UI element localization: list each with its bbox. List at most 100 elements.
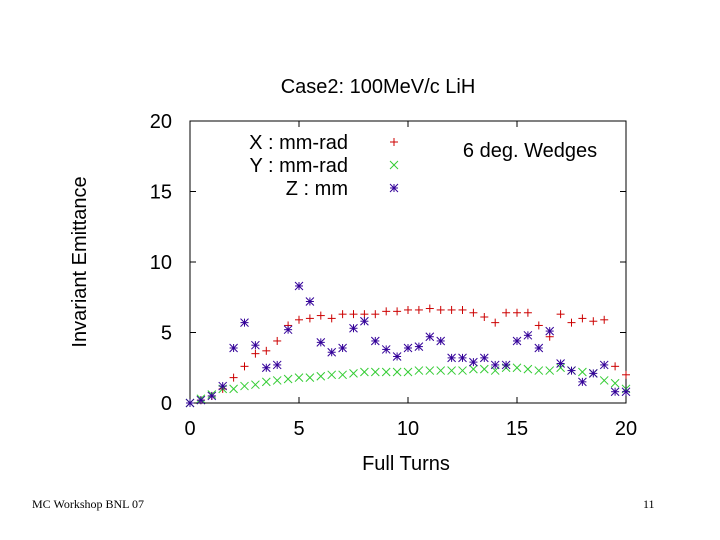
- data-point-cross: [251, 380, 260, 390]
- data-point-cross: [512, 363, 522, 373]
- data-point-cross: [261, 377, 271, 387]
- data-point-plus: [611, 362, 620, 371]
- y-tick-label: 0: [161, 393, 172, 415]
- data-point-plus: [393, 307, 402, 316]
- data-point-cross: [316, 371, 326, 381]
- data-point-plus: [600, 315, 609, 324]
- legend-marker-cross: [389, 160, 399, 170]
- legend-marker-plus: [390, 138, 398, 146]
- x-tick-label: 0: [184, 418, 195, 440]
- data-point-plus: [316, 311, 325, 320]
- data-point-plus: [436, 305, 445, 314]
- data-point-asterisk: [294, 281, 304, 291]
- data-point-cross: [556, 363, 565, 373]
- x-tick-label: 5: [293, 418, 304, 440]
- data-point-asterisk: [512, 336, 522, 346]
- data-point-cross: [534, 366, 544, 375]
- data-point-asterisk: [305, 297, 315, 306]
- data-point-cross: [458, 366, 467, 375]
- data-point-asterisk: [251, 340, 260, 350]
- data-point-cross: [599, 376, 609, 385]
- data-point-asterisk: [360, 316, 369, 326]
- y-tick-label: 5: [161, 323, 172, 345]
- annotation-text: 6 deg. Wedges: [463, 140, 597, 162]
- data-point-asterisk: [370, 336, 380, 346]
- data-point-asterisk: [458, 353, 467, 363]
- data-point-asterisk: [567, 366, 576, 375]
- data-point-plus: [502, 308, 511, 317]
- data-point-asterisk: [207, 391, 217, 401]
- data-point-asterisk: [185, 398, 195, 408]
- data-point-plus: [458, 305, 467, 314]
- data-point-plus: [469, 308, 478, 317]
- data-point-asterisk: [599, 360, 609, 370]
- data-point-asterisk: [240, 318, 249, 327]
- legend-label: Y : mm-rad: [249, 155, 348, 177]
- data-point-plus: [578, 314, 587, 323]
- data-point-plus: [523, 308, 532, 317]
- data-point-asterisk: [479, 353, 489, 363]
- data-point-cross: [523, 364, 533, 374]
- data-point-asterisk: [261, 363, 271, 373]
- data-point-plus: [360, 310, 369, 319]
- legend-marker-asterisk: [389, 183, 399, 193]
- data-point-plus: [295, 315, 303, 324]
- x-tick-label: 10: [397, 418, 419, 440]
- data-point-cross: [392, 367, 402, 377]
- data-point-asterisk: [621, 387, 631, 397]
- data-point-cross: [272, 376, 282, 385]
- data-point-asterisk: [447, 353, 456, 363]
- data-point-cross: [294, 373, 304, 382]
- data-point-cross: [425, 366, 435, 375]
- data-point-asterisk: [556, 359, 565, 368]
- data-point-asterisk: [501, 360, 511, 370]
- data-point-asterisk: [490, 360, 500, 370]
- data-point-plus: [567, 318, 576, 327]
- data-point-asterisk: [414, 342, 424, 351]
- footer-left-text: MC Workshop BNL 07: [32, 497, 145, 511]
- data-point-plus: [382, 307, 391, 316]
- data-point-cross: [545, 366, 555, 375]
- y-tick-label: 10: [150, 252, 172, 274]
- data-point-plus: [425, 304, 434, 313]
- data-point-plus: [229, 373, 238, 382]
- data-point-cross: [240, 381, 249, 391]
- data-point-plus: [273, 336, 282, 345]
- data-point-cross: [578, 367, 587, 377]
- data-point-plus: [447, 305, 456, 314]
- chart-title: Case2: 100MeV/c LiH: [281, 76, 476, 98]
- data-point-cross: [360, 367, 369, 377]
- data-point-asterisk: [349, 323, 358, 333]
- data-point-plus: [262, 346, 271, 355]
- x-axis-label: Full Turns: [362, 453, 450, 475]
- data-point-asterisk: [523, 330, 533, 340]
- data-point-asterisk: [196, 395, 206, 405]
- y-tick-label: 15: [150, 182, 172, 204]
- data-point-asterisk: [229, 343, 238, 353]
- data-point-cross: [610, 378, 620, 388]
- data-point-cross: [338, 370, 347, 380]
- data-point-cross: [349, 369, 358, 378]
- data-point-plus: [513, 308, 521, 317]
- data-point-plus: [404, 305, 412, 314]
- data-point-asterisk: [436, 336, 446, 346]
- data-point-plus: [414, 305, 423, 314]
- x-tick-label: 15: [506, 418, 528, 440]
- data-point-asterisk: [327, 347, 337, 357]
- data-point-plus: [251, 349, 260, 358]
- data-point-cross: [479, 364, 489, 374]
- data-point-plus: [534, 321, 543, 330]
- data-point-plus: [622, 370, 630, 379]
- data-point-asterisk: [469, 357, 478, 367]
- data-point-plus: [491, 318, 500, 327]
- data-point-asterisk: [610, 387, 620, 397]
- data-point-asterisk: [534, 343, 544, 353]
- data-point-asterisk: [283, 325, 293, 335]
- data-point-plus: [338, 310, 347, 319]
- y-axis-label: Invariant Emittance: [69, 176, 91, 347]
- data-point-plus: [305, 314, 314, 323]
- data-point-cross: [305, 373, 315, 382]
- data-point-cross: [370, 367, 380, 377]
